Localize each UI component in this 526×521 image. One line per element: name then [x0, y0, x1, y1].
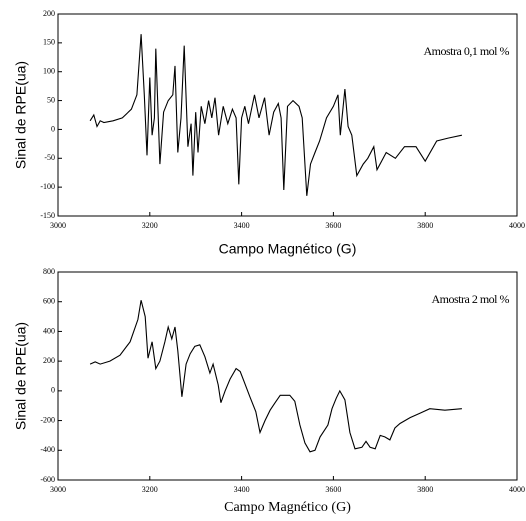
x-axis-label: Campo Magnético (G)	[219, 241, 357, 257]
y-tick-label: 100	[43, 67, 55, 76]
x-tick-label: 4000	[509, 221, 525, 230]
y-tick-label: 600	[43, 297, 55, 306]
y-tick-label: -600	[40, 475, 55, 484]
spectrum-line	[89, 34, 463, 196]
y-axis-label: Sinal de RPE(ua)	[13, 322, 29, 430]
y-tick-label: 800	[43, 267, 55, 276]
x-tick-label: 3600	[325, 485, 341, 494]
x-axis-label: Campo Magnético (G)	[224, 500, 351, 515]
spectrum-line	[89, 300, 462, 453]
x-tick-label: 4000	[509, 485, 525, 494]
y-tick-label: -400	[40, 445, 55, 454]
y-tick-label: 50	[47, 95, 55, 104]
x-tick-label: 3200	[142, 485, 158, 494]
y-tick-label: 150	[43, 38, 55, 47]
x-tick-label: 3800	[417, 485, 433, 494]
x-tick-label: 3000	[50, 485, 66, 494]
x-tick-label: 3400	[234, 485, 250, 494]
y-tick-label: 400	[43, 326, 55, 335]
y-tick-label: -100	[40, 182, 55, 191]
x-tick-label: 3600	[325, 221, 341, 230]
plot-frame	[57, 13, 518, 217]
y-tick-label: -150	[40, 211, 55, 220]
x-tick-label: 3000	[50, 221, 66, 230]
y-tick-label: 0	[51, 386, 55, 395]
plot-frame	[57, 271, 518, 481]
annotation: Amostra 0,1 mol %	[424, 44, 510, 58]
y-tick-label: -50	[44, 153, 55, 162]
y-tick-label: 200	[43, 356, 55, 365]
y-tick-label: 200	[43, 9, 55, 18]
x-tick-label: 3200	[142, 221, 158, 230]
annotation: Amostra 2 mol %	[432, 292, 510, 306]
x-tick-label: 3400	[234, 221, 250, 230]
y-tick-label: -200	[40, 415, 55, 424]
y-axis-label: Sinal de RPE(ua)	[13, 61, 29, 169]
y-tick-label: 0	[51, 124, 55, 133]
x-tick-label: 3800	[417, 221, 433, 230]
